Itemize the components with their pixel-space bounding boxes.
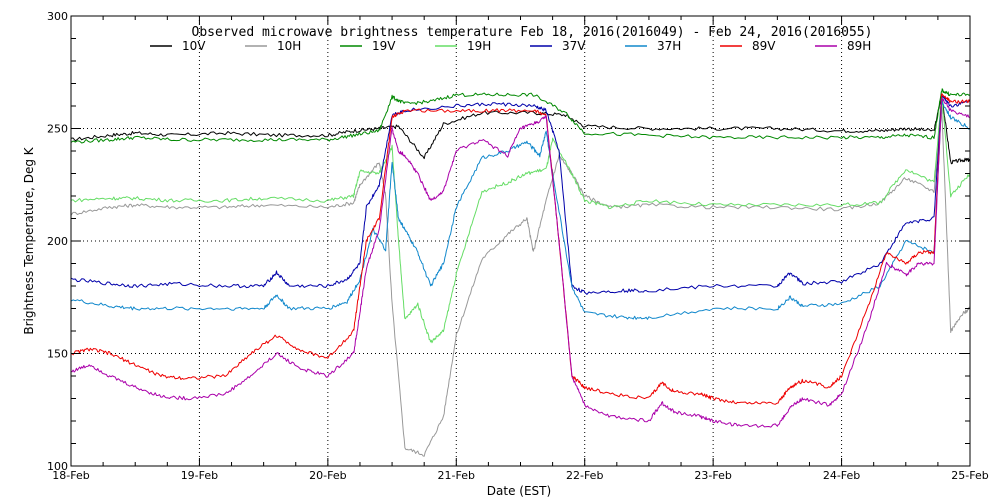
x-tick-label: 21-Feb xyxy=(438,469,475,482)
x-tick-label: 24-Feb xyxy=(823,469,860,482)
series-layer xyxy=(70,88,971,457)
y-tick-label: 150 xyxy=(47,348,68,361)
legend-label-19h: 19H xyxy=(467,39,491,53)
y-axis-label: Brightness Temperature, Deg K xyxy=(22,146,36,334)
legend-label-37v: 37V xyxy=(562,39,586,53)
x-tick-label: 22-Feb xyxy=(566,469,603,482)
series-line-37v xyxy=(70,94,971,295)
x-tick-label: 20-Feb xyxy=(309,469,346,482)
x-tick-label: 23-Feb xyxy=(694,469,731,482)
y-tick-label: 200 xyxy=(47,235,68,248)
legend-label-37h: 37H xyxy=(657,39,681,53)
x-tick-label: 19-Feb xyxy=(181,469,218,482)
legend-label-10h: 10H xyxy=(277,39,301,53)
x-tick-label: 25-Feb xyxy=(951,469,988,482)
legend-label-89h: 89H xyxy=(847,39,871,53)
x-tick-label: 18-Feb xyxy=(52,469,89,482)
plot-background xyxy=(71,16,970,466)
axis-ticks: 18-Feb 19-Feb 20-Feb 21-Feb 22-Feb 23-Feb 24-F… xyxy=(47,10,989,482)
legend-label-89v: 89V xyxy=(752,39,776,53)
series-line-10v xyxy=(70,95,971,165)
grid-lines xyxy=(71,16,970,466)
y-tick-label: 100 xyxy=(47,460,68,473)
x-axis-label: Date (EST) xyxy=(487,484,551,498)
legend-label-10v: 10V xyxy=(182,39,206,53)
series-line-89h xyxy=(70,97,970,428)
series-line-10h xyxy=(70,106,971,457)
legend: 10V 10H 19V 19H 37V 37H 89V 89H xyxy=(150,39,871,53)
y-tick-label: 300 xyxy=(47,10,68,23)
chart-title: Observed microwave brightness temperatur… xyxy=(192,25,873,40)
legend-label-19v: 19V xyxy=(372,39,396,53)
series-line-19v xyxy=(70,88,971,144)
series-line-37h xyxy=(70,99,971,320)
series-line-19h xyxy=(70,96,971,344)
y-tick-label: 250 xyxy=(47,123,68,136)
